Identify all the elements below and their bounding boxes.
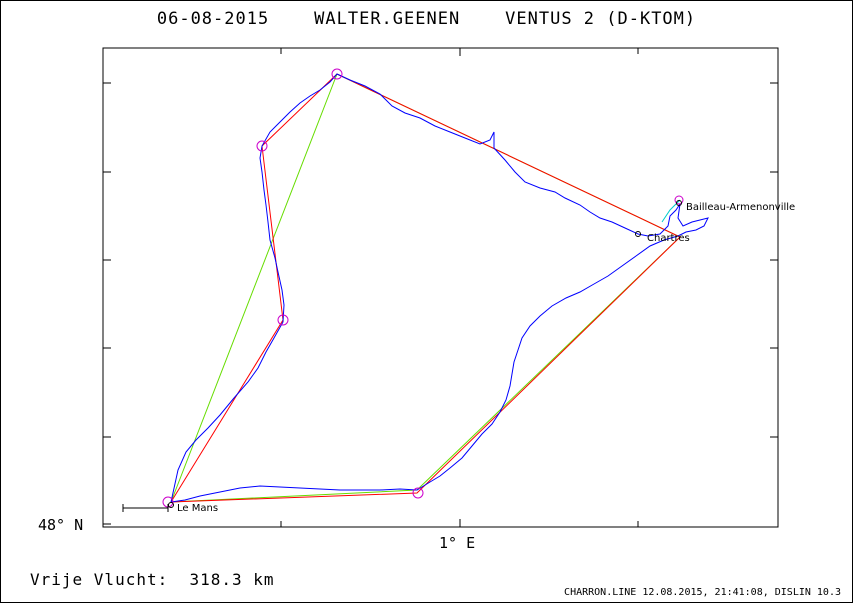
turnpoint-marker xyxy=(331,68,343,80)
place-label-lemans: Le Mans xyxy=(177,503,219,514)
optimized-route xyxy=(170,73,681,503)
distance-summary: Vrije Vlucht: 318.3 km xyxy=(30,570,275,589)
place-label-bailleau: Bailleau-Armenonville xyxy=(686,202,796,213)
distance-value: 318.3 km xyxy=(189,570,275,589)
page-title: 06-08-2015 WALTER.GEENEN VENTUS 2 (D-KTO… xyxy=(156,9,697,29)
turnpoint-marker xyxy=(674,195,684,205)
flight-track xyxy=(170,73,709,503)
airfield-marker-bailleau xyxy=(676,200,682,206)
scale-bar xyxy=(122,504,169,512)
latitude-label: 48° N xyxy=(38,516,84,534)
turnpoint-marker xyxy=(277,314,289,326)
distance-label: Vrije Vlucht: xyxy=(30,570,169,589)
file-info: CHARRON.LINE 12.08.2015, 21:41:08, DISLI… xyxy=(564,587,841,598)
plot-box xyxy=(102,47,779,528)
task-route xyxy=(170,73,681,503)
airfield-marker-chartres xyxy=(635,231,641,237)
longitude-label: 1° E xyxy=(439,534,476,552)
axis-ticks xyxy=(103,48,778,527)
turnpoint-marker xyxy=(256,140,268,152)
airfield-marker-lemans xyxy=(168,502,174,508)
place-label-chartres: Chartres xyxy=(647,233,690,244)
turnpoint-marker xyxy=(412,487,424,499)
